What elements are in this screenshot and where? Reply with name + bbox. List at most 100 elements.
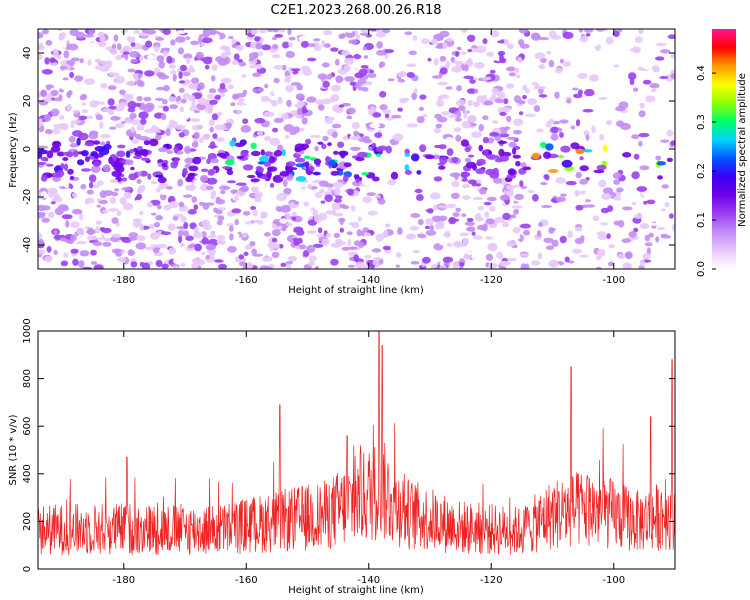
- spectrogram-cell: [430, 192, 441, 200]
- spectrogram-cell: [284, 135, 290, 139]
- spectrogram-cell: [209, 126, 214, 133]
- spectrogram-cell: [216, 111, 223, 117]
- spectrogram-cell: [40, 156, 49, 162]
- spectrogram-cell: [40, 89, 48, 98]
- spectrogram-cell: [427, 57, 432, 62]
- spectrogram-cell: [313, 38, 321, 42]
- spectrogram-cell: [347, 239, 352, 247]
- spectrogram-cell: [38, 232, 43, 240]
- spectrogram-cell: [655, 236, 660, 243]
- spectrogram-cell: [86, 235, 97, 241]
- spectrogram-cell: [143, 140, 150, 146]
- spectrogram-cell: [314, 99, 326, 105]
- spectrogram-cell: [288, 36, 296, 41]
- spectrogram-cell: [149, 138, 159, 147]
- spectrogram-cell: [628, 72, 637, 81]
- spectrogram-cell: [250, 178, 260, 183]
- spectrogram-cell: [198, 36, 203, 43]
- spectrogram-cell: [237, 59, 243, 63]
- spectrogram-cell: [622, 152, 632, 158]
- spectrogram-cell: [629, 48, 640, 52]
- spectrogram-cell: [358, 241, 365, 248]
- spectrogram-cell: [185, 36, 191, 40]
- spectrogram-cell: [504, 261, 511, 266]
- spectrogram-cell: [241, 233, 248, 238]
- spectrogram-cell: [615, 106, 626, 112]
- spectrogram-cell: [313, 44, 322, 52]
- spectrogram-cell: [473, 102, 478, 106]
- spectrogram-cell: [160, 47, 171, 51]
- spectrogram-cell: [384, 190, 391, 197]
- spectrogram-cell: [40, 174, 48, 182]
- spectrogram-cell: [508, 141, 517, 148]
- spectrogram-cell: [184, 145, 192, 154]
- spectrogram-cell: [152, 247, 160, 254]
- spectrogram-cell: [284, 77, 291, 83]
- spectrogram-cell: [385, 117, 395, 121]
- colorbar: 0.0 0.1 0.2 0.3 0.4 Normalized spectral ampl…: [696, 29, 748, 277]
- spectrogram-cell: [273, 150, 283, 157]
- spectrogram-cell: [346, 231, 353, 236]
- spectrogram-cell: [535, 86, 547, 90]
- spectrogram-cell: [360, 29, 371, 34]
- spectrogram-cell: [467, 114, 477, 123]
- spectrogram-cell: [333, 232, 341, 238]
- spectrogram-cell: [449, 172, 461, 178]
- spectrogram-cell: [66, 91, 72, 99]
- spectrogram-x-tick-label: -120: [480, 275, 503, 286]
- spectrogram-cell: [518, 29, 528, 34]
- spectrogram-cell: [125, 150, 131, 158]
- spectrogram-cell: [451, 66, 463, 73]
- spectrogram-cell: [294, 147, 302, 153]
- spectrogram-cell: [362, 196, 372, 204]
- spectrogram-cell: [626, 264, 632, 269]
- spectrogram-cell: [525, 88, 530, 94]
- spectrogram-cell: [207, 169, 215, 176]
- spectrogram-cell: [258, 180, 264, 186]
- spectrogram-x-label: Height of straight line (km): [288, 285, 424, 296]
- spectrogram-cell: [66, 60, 75, 65]
- spectrogram-cell: [598, 96, 608, 100]
- spectrogram-cell: [438, 165, 446, 170]
- spectrogram-cell: [198, 137, 204, 143]
- spectrogram-cell: [397, 78, 406, 83]
- spectrogram-cell: [136, 79, 143, 87]
- spectrogram-cell: [439, 241, 448, 246]
- spectrogram-cell: [76, 241, 87, 245]
- spectrogram-cell: [130, 166, 135, 171]
- spectrogram-cell: [272, 127, 279, 133]
- spectrogram-cell: [99, 60, 111, 65]
- spectrogram-cell: [285, 84, 295, 93]
- spectrogram-cell: [506, 66, 516, 72]
- spectrogram-cell: [94, 58, 102, 63]
- spectrogram-cell: [492, 177, 503, 184]
- spectrogram-cell: [669, 213, 674, 219]
- spectrogram-cell: [474, 62, 485, 69]
- spectrogram-cell: [419, 144, 427, 153]
- spectrogram-cell: [532, 194, 539, 202]
- spectrogram-cell: [653, 125, 661, 131]
- spectrogram-cell: [314, 145, 319, 152]
- spectrogram-cell: [198, 33, 210, 38]
- spectrogram-cell: [434, 144, 441, 149]
- spectrogram-cell: [170, 39, 176, 46]
- spectrogram-cell: [585, 134, 590, 141]
- spectrogram-cell: [84, 197, 95, 204]
- snr-x-tick-label: -180: [112, 575, 135, 586]
- spectrogram-cell: [272, 87, 279, 96]
- spectrogram-cell: [150, 232, 160, 240]
- spectrogram-cell: [580, 190, 586, 195]
- spectrogram-cell: [196, 102, 207, 111]
- spectrogram-cell: [483, 149, 489, 157]
- spectrogram-cell: [622, 206, 633, 211]
- spectrogram-cell: [425, 155, 435, 160]
- spectrogram-cell: [143, 216, 149, 224]
- spectrogram-cell: [116, 150, 126, 158]
- spectrogram-cell: [145, 29, 157, 35]
- spectrogram-cell: [100, 133, 111, 139]
- spectrogram-y-tick-label: 40: [22, 47, 33, 60]
- spectrogram-cell: [333, 212, 344, 217]
- spectrogram-cell: [316, 234, 325, 238]
- spectrogram-cell: [644, 234, 650, 242]
- spectrogram-cell: [660, 208, 666, 212]
